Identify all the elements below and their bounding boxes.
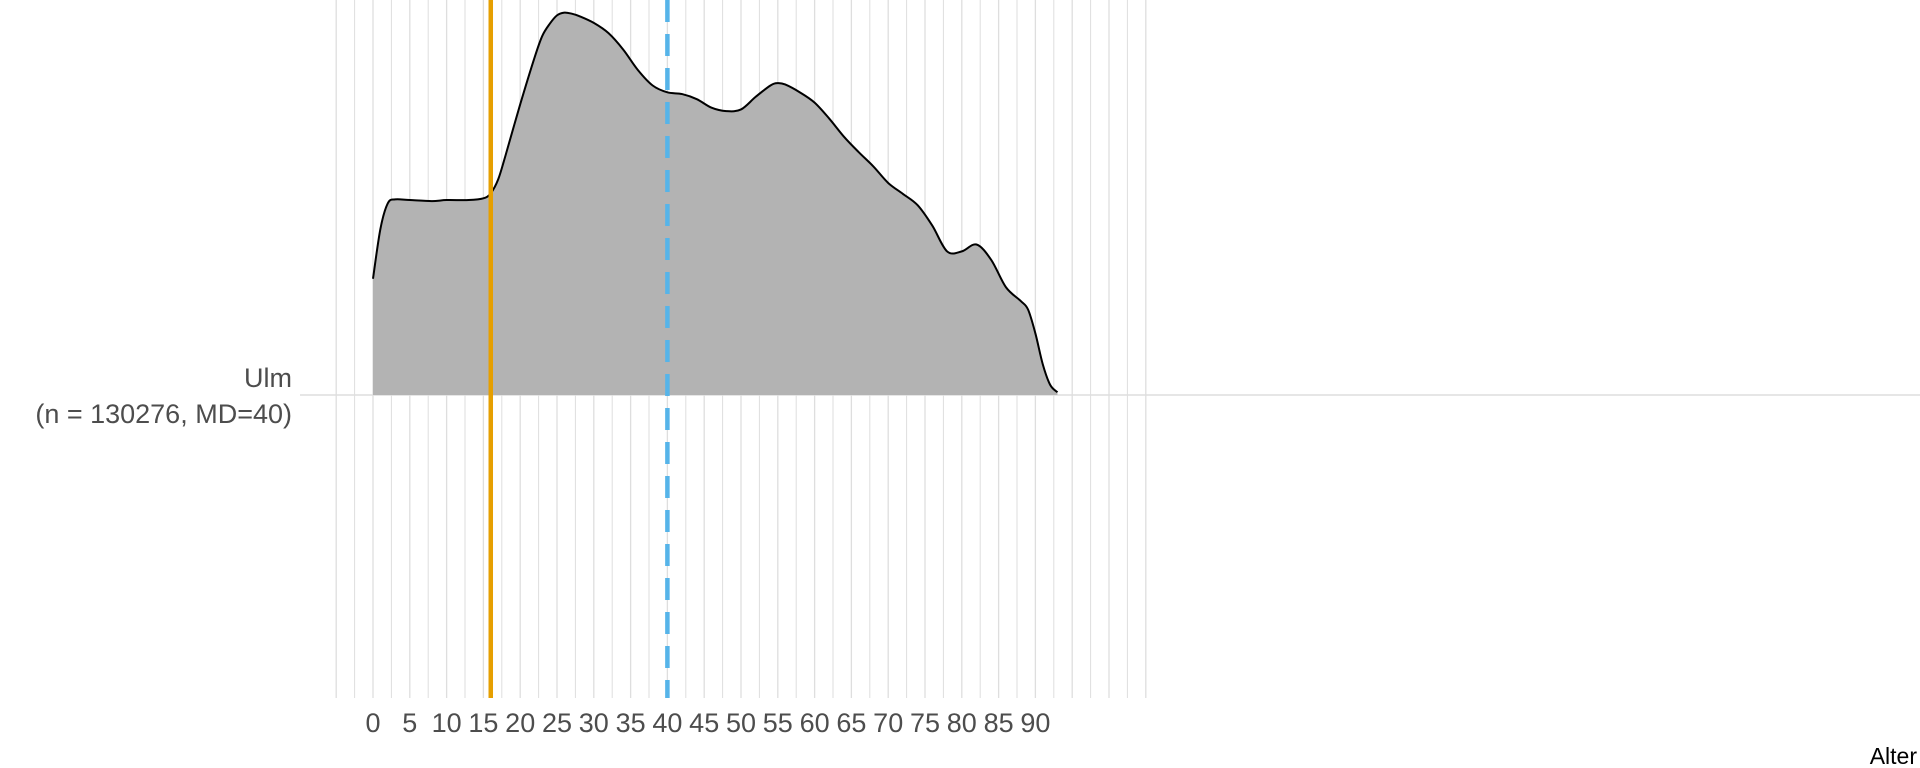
x-tick-label: 35 [616, 708, 646, 738]
x-tick-label: 30 [579, 708, 609, 738]
x-axis-title: Alter [1870, 743, 1918, 768]
x-tick-label: 20 [505, 708, 535, 738]
x-tick-label: 15 [468, 708, 498, 738]
x-tick-label: 85 [984, 708, 1014, 738]
group-label: Ulm [244, 363, 292, 393]
x-tick-label: 25 [542, 708, 572, 738]
x-tick-label: 60 [800, 708, 830, 738]
x-tick-labels: 0 5 10 15 20 25 30 35 40 45 50 55 60 65 70 75 80 85 90 [365, 708, 1050, 738]
group-n-label: (n = 130276, MD=40) [35, 399, 292, 429]
x-tick-label: 5 [402, 708, 417, 738]
reference-lines [488, 0, 670, 698]
x-tick-label: 90 [1020, 708, 1050, 738]
x-tick-label: 70 [873, 708, 903, 738]
x-tick-label: 50 [726, 708, 756, 738]
x-tick-label: 40 [652, 708, 682, 738]
density-area [373, 12, 1058, 395]
x-tick-label: 80 [947, 708, 977, 738]
x-tick-label: 65 [836, 708, 866, 738]
x-tick-label: 0 [365, 708, 380, 738]
x-tick-label: 75 [910, 708, 940, 738]
x-tick-label: 45 [689, 708, 719, 738]
x-tick-label: 55 [763, 708, 793, 738]
x-tick-label: 10 [432, 708, 462, 738]
